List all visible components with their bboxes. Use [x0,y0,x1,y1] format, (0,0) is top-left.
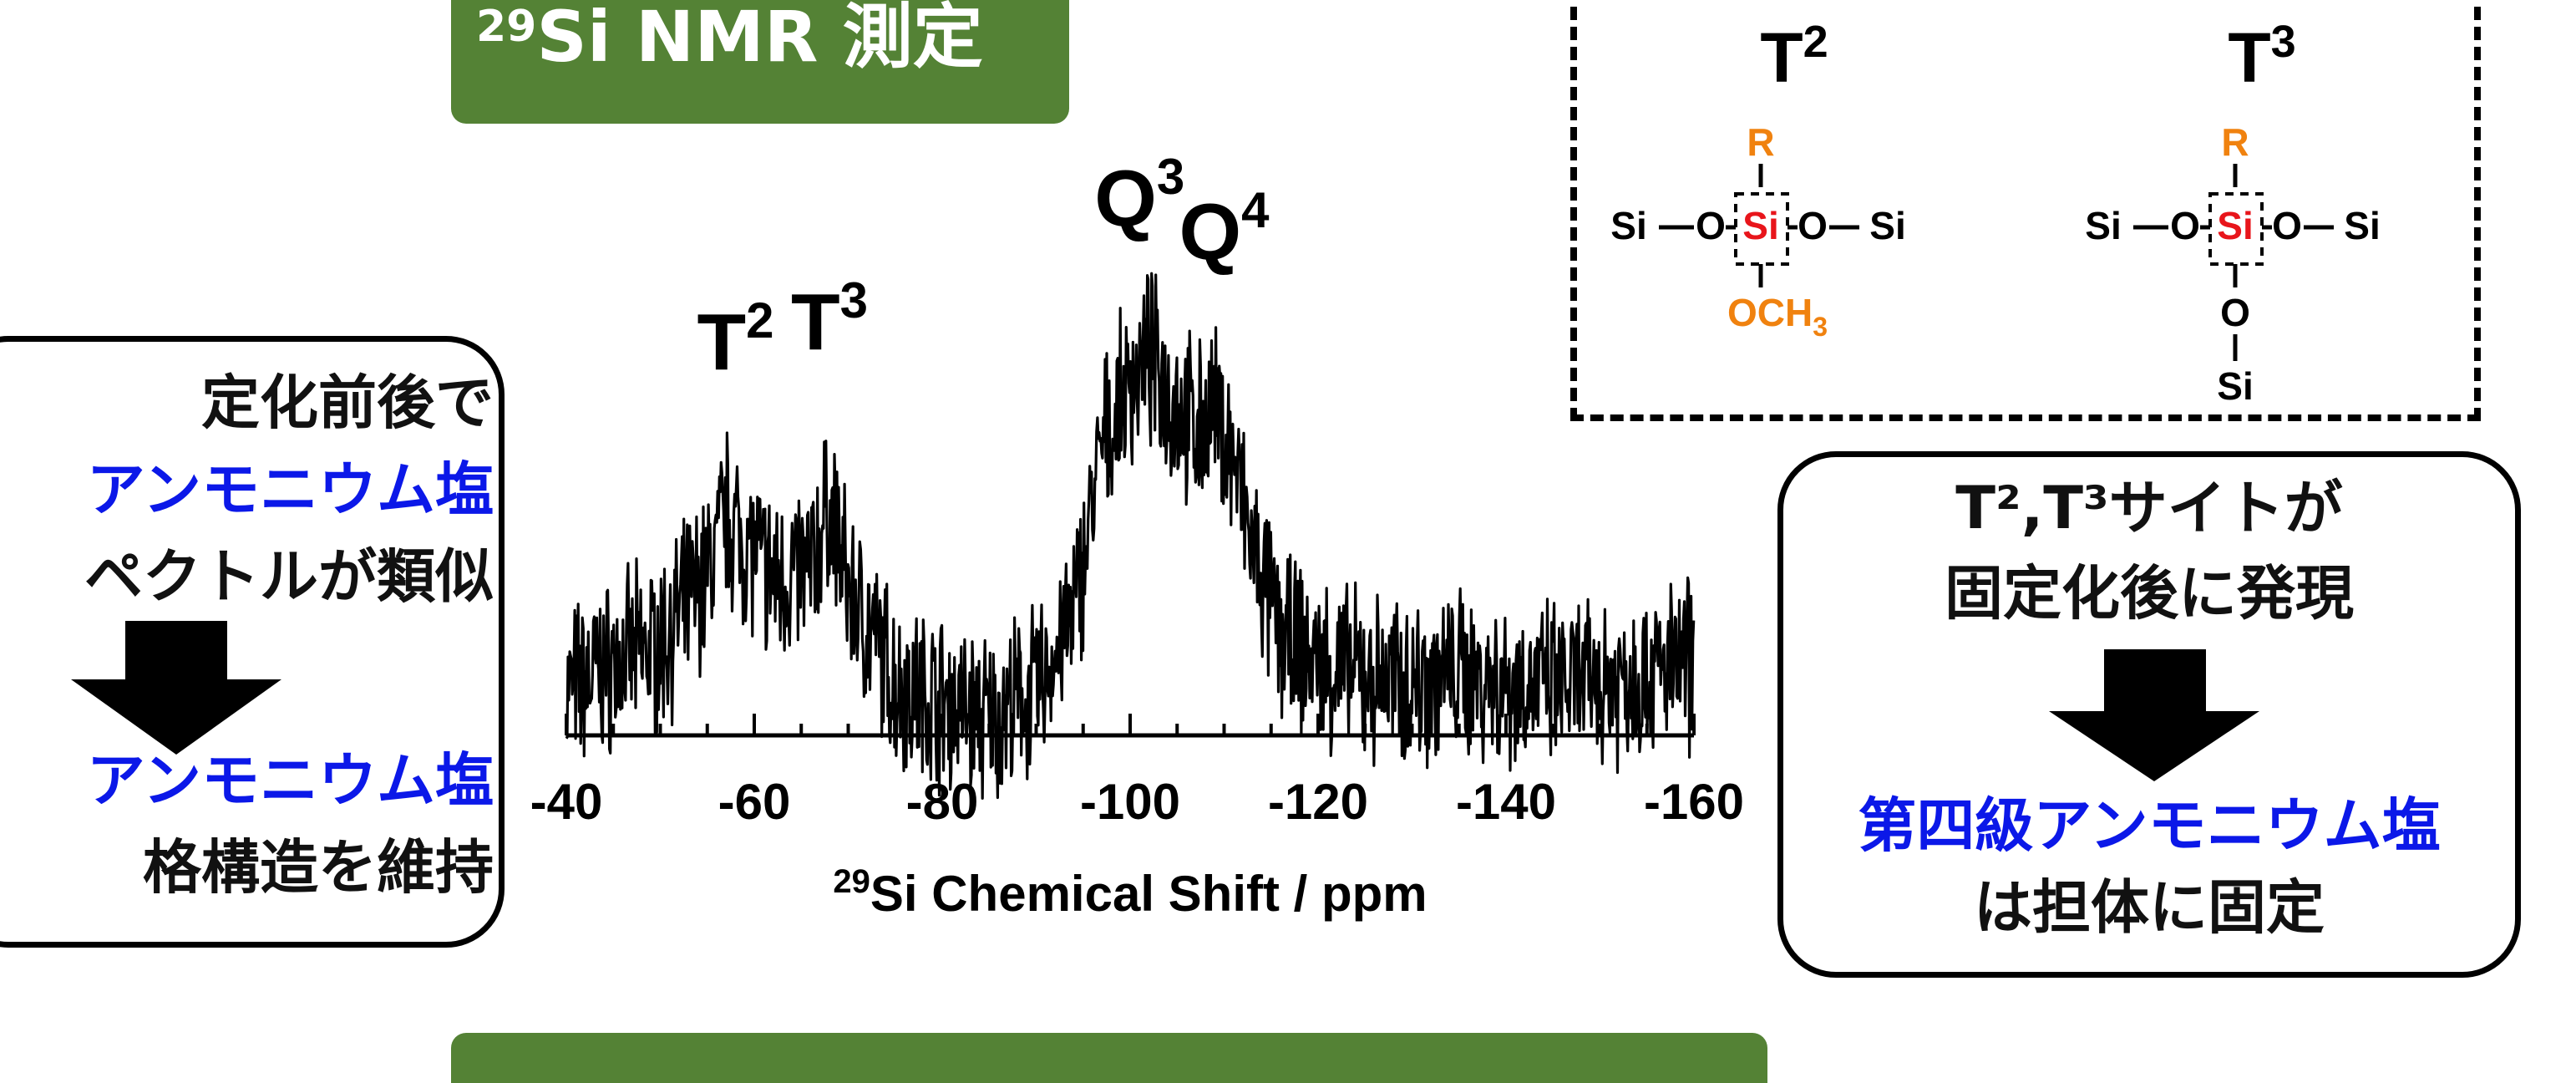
t3-structure: R Si O Si O Si O Si [2085,120,2380,408]
header-text: Si NMR 測定 [536,0,983,78]
x-tick-label: -160 [1644,774,1744,830]
x-tick-label: -120 [1268,774,1368,830]
peak-label: Q4 [1179,182,1270,277]
t2-o-right: O [1798,204,1828,247]
right-line-4: は担体に固定 [1974,873,2325,942]
left-line-4: アンモニウム塩 [86,746,494,815]
t2-r-group: R [1747,120,1774,164]
x-tick-label: -80 [906,774,979,830]
t3-title: T3 [2228,17,2295,97]
left-line-2: アンモニウム塩 [86,455,494,524]
bottom-section-tab [451,1033,1767,1083]
t2-methoxy: OCH3 [1727,291,1828,342]
section-header-tab: 29Si NMR 測定 [451,0,1069,124]
t2-structure: R Si O Si O Si OCH3 [1610,120,1905,342]
peak-label: T3 [791,272,868,367]
peak-label: T2 [697,292,773,387]
t3-o-bottom: O [2220,291,2250,334]
right-line-2: 固定化後に発現 [1945,559,2354,628]
t2-title: T2 [1760,17,1828,97]
left-note-box: 定化前後で アンモニウム塩 ペクトルが類似 アンモニウム塩 格構造を維持 [0,336,505,948]
nmr-plot: -40 -60 -80 -100 -120 -140 -160 29Si Chemical S… [530,149,1744,922]
t3-o-left: O [2170,204,2200,247]
t3-o-right: O [2272,204,2302,247]
right-line-3: 第四級アンモニウム塩 [1858,791,2441,860]
t2-si-right: Si [1869,204,1905,247]
section-header-title: 29Si NMR 測定 [476,2,983,72]
left-line-3: ペクトルが類似 [84,542,494,611]
peak-label: Q3 [1094,149,1184,243]
structure-diagrams: T2 T3 R Si O Si O Si OCH3 R Si O [1610,17,2380,408]
t3-si-left: Si [2085,204,2121,247]
structure-legend-box: T2 T3 R Si O Si O Si OCH3 R Si O [1570,0,2481,421]
left-arrow-head [71,679,281,755]
left-arrow-shaft [125,621,227,679]
right-arrow-shaft [2104,649,2206,711]
x-tick-label: -140 [1456,774,1556,830]
left-line-5: 格構造を維持 [143,833,494,902]
t2-si-center: Si [1742,204,1778,247]
header-superscript: 29 [476,2,537,52]
t2-o-left: O [1696,204,1726,247]
t3-si-bottom: Si [2217,364,2253,408]
spectrum-line [565,272,1696,800]
right-note-box: T²,T³サイトが 固定化後に発現 第四級アンモニウム塩 は担体に固定 [1777,451,2521,978]
t2-si-left: Si [1610,204,1646,247]
x-tick-label: -100 [1080,774,1180,830]
x-axis-label: 29Si Chemical Shift / ppm [833,863,1427,922]
x-tick-label: -40 [530,774,603,830]
t3-si-right: Si [2344,204,2380,247]
t3-si-center: Si [2217,204,2253,247]
right-arrow-head [2049,711,2259,781]
x-tick-label: -60 [718,774,791,830]
right-line-1: T²,T³サイトが [1955,474,2343,542]
t3-r-group: R [2221,120,2249,164]
left-line-1: 定化前後で [201,369,494,437]
